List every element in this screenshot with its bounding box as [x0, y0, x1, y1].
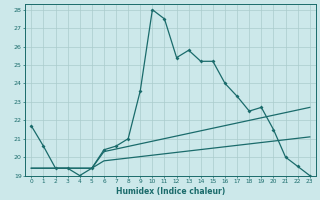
X-axis label: Humidex (Indice chaleur): Humidex (Indice chaleur): [116, 187, 225, 196]
